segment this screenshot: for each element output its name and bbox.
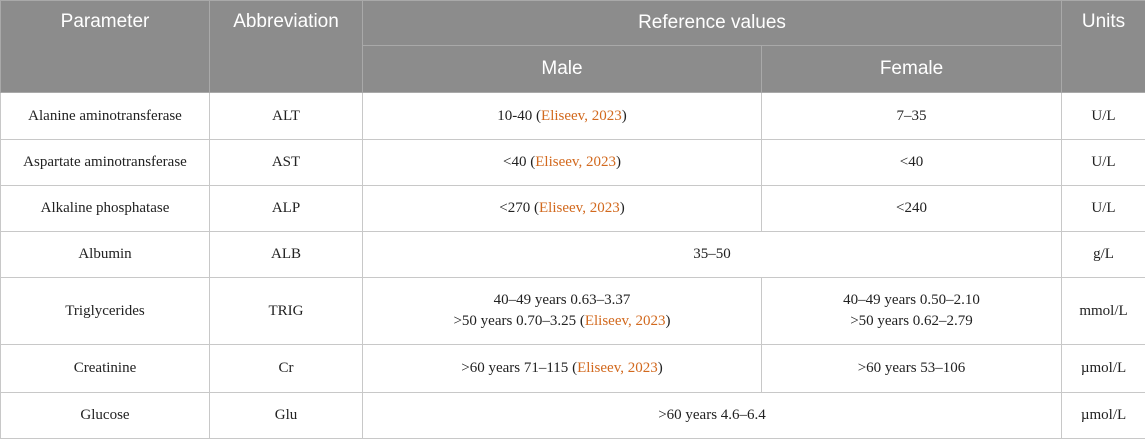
cell-female: 40–49 years 0.50–2.10 >50 years 0.62–2.7…: [762, 278, 1062, 345]
cell-parameter: Creatinine: [1, 345, 210, 393]
male-value: >60 years 71–115: [461, 360, 568, 376]
table-row: Creatinine Cr >60 years 71–115 (Eliseev,…: [1, 345, 1145, 393]
citation-link[interactable]: Eliseev, 2023: [535, 154, 616, 170]
cell-male: 10-40 (Eliseev, 2023): [363, 93, 762, 140]
cell-female: 7–35: [762, 93, 1062, 140]
male-value: <40: [503, 154, 526, 170]
header-abbreviation: Abbreviation: [210, 1, 363, 93]
cell-units: U/L: [1062, 140, 1145, 186]
male-line-2: >50 years 0.70–3.25 (Eliseev, 2023): [369, 311, 755, 332]
cell-parameter: Glucose: [1, 393, 210, 439]
male-value: 10-40: [497, 108, 532, 124]
cell-abbreviation: Cr: [210, 345, 363, 393]
female-line-2: >50 years 0.62–2.79: [768, 311, 1055, 332]
cell-male: <270 (Eliseev, 2023): [363, 186, 762, 232]
table-row: Alanine aminotransferase ALT 10-40 (Elis…: [1, 93, 1145, 140]
header-reference-values: Reference values: [363, 1, 1062, 46]
cell-parameter: Aspartate aminotransferase: [1, 140, 210, 186]
cell-female: <240: [762, 186, 1062, 232]
cell-units: µmol/L: [1062, 345, 1145, 393]
cell-units: U/L: [1062, 186, 1145, 232]
table-row: Aspartate aminotransferase AST <40 (Elis…: [1, 140, 1145, 186]
table-row: Glucose Glu >60 years 4.6–6.4 µmol/L: [1, 393, 1145, 439]
cell-combined-reference: 35–50: [363, 232, 1062, 278]
header-units: Units: [1062, 1, 1145, 93]
cell-units: mmol/L: [1062, 278, 1145, 345]
table-row: Triglycerides TRIG 40–49 years 0.63–3.37…: [1, 278, 1145, 345]
cell-female: <40: [762, 140, 1062, 186]
cell-units: U/L: [1062, 93, 1145, 140]
male-line-1: 40–49 years 0.63–3.37: [369, 290, 755, 311]
cell-abbreviation: AST: [210, 140, 363, 186]
cell-parameter: Alkaline phosphatase: [1, 186, 210, 232]
male-value: <270: [499, 200, 530, 216]
citation-link[interactable]: Eliseev, 2023: [577, 360, 658, 376]
table-row: Alkaline phosphatase ALP <270 (Eliseev, …: [1, 186, 1145, 232]
cell-male: 40–49 years 0.63–3.37 >50 years 0.70–3.2…: [363, 278, 762, 345]
table-row: Albumin ALB 35–50 g/L: [1, 232, 1145, 278]
cell-parameter: Triglycerides: [1, 278, 210, 345]
citation-link[interactable]: Eliseev, 2023: [585, 313, 666, 329]
cell-abbreviation: ALB: [210, 232, 363, 278]
citation-link[interactable]: Eliseev, 2023: [541, 108, 622, 124]
cell-combined-reference: >60 years 4.6–6.4: [363, 393, 1062, 439]
cell-abbreviation: Glu: [210, 393, 363, 439]
header-parameter: Parameter: [1, 1, 210, 93]
cell-units: g/L: [1062, 232, 1145, 278]
cell-units: µmol/L: [1062, 393, 1145, 439]
cell-male: <40 (Eliseev, 2023): [363, 140, 762, 186]
cell-female: >60 years 53–106: [762, 345, 1062, 393]
citation-link[interactable]: Eliseev, 2023: [539, 200, 620, 216]
cell-male: >60 years 71–115 (Eliseev, 2023): [363, 345, 762, 393]
header-row-1: Parameter Abbreviation Reference values …: [1, 1, 1145, 46]
cell-parameter: Alanine aminotransferase: [1, 93, 210, 140]
table-header: Parameter Abbreviation Reference values …: [1, 1, 1145, 93]
cell-abbreviation: TRIG: [210, 278, 363, 345]
table-body: Alanine aminotransferase ALT 10-40 (Elis…: [1, 93, 1145, 439]
cell-parameter: Albumin: [1, 232, 210, 278]
header-male: Male: [363, 46, 762, 93]
cell-abbreviation: ALT: [210, 93, 363, 140]
female-line-1: 40–49 years 0.50–2.10: [768, 290, 1055, 311]
cell-abbreviation: ALP: [210, 186, 363, 232]
header-female: Female: [762, 46, 1062, 93]
